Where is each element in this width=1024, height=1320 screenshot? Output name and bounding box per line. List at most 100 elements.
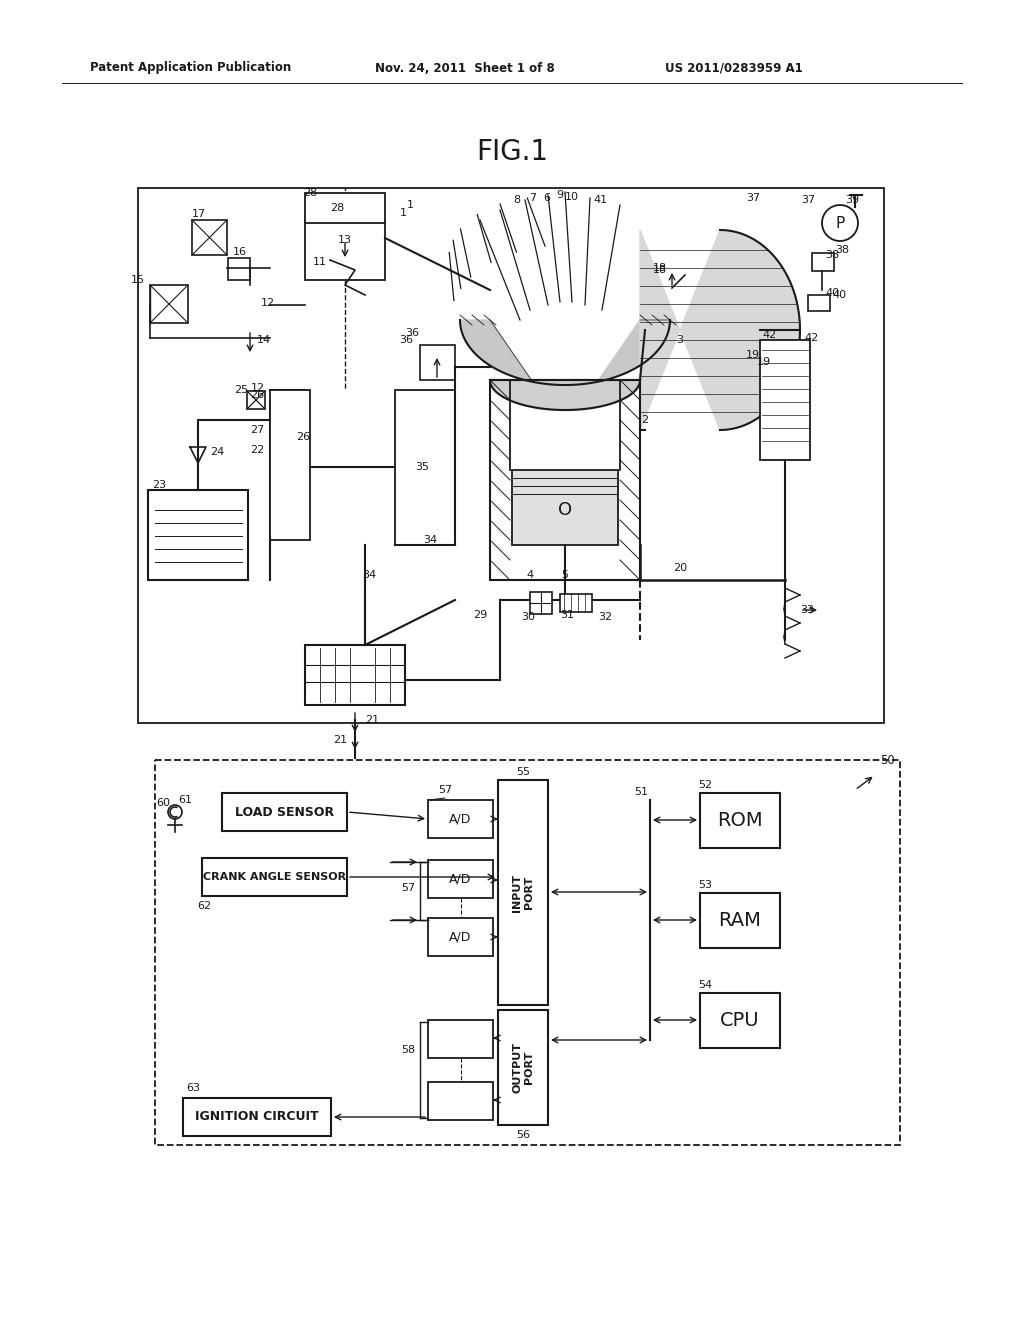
Text: 2: 2 — [641, 414, 648, 425]
Bar — [428, 1020, 493, 1059]
Text: 31: 31 — [560, 610, 574, 620]
Text: 53: 53 — [698, 880, 712, 890]
Bar — [305, 193, 385, 223]
Bar — [510, 380, 620, 579]
Text: 37: 37 — [801, 195, 815, 205]
Bar — [148, 490, 248, 579]
Text: 13: 13 — [338, 235, 352, 246]
Text: O: O — [558, 502, 572, 519]
Text: 40: 40 — [826, 288, 840, 298]
Text: 8: 8 — [513, 195, 520, 205]
Bar — [305, 645, 406, 705]
Polygon shape — [597, 319, 670, 381]
Text: 21: 21 — [365, 715, 379, 725]
Text: 40: 40 — [831, 290, 846, 300]
Text: 6: 6 — [544, 193, 551, 203]
Text: 12: 12 — [251, 383, 265, 393]
Text: 38: 38 — [825, 249, 839, 260]
Bar — [202, 858, 347, 896]
Bar — [428, 1082, 493, 1119]
Bar — [270, 389, 310, 540]
Text: 38: 38 — [835, 246, 849, 255]
Text: 1: 1 — [407, 201, 414, 210]
Bar — [247, 391, 265, 409]
Text: 39: 39 — [845, 195, 859, 205]
Bar — [560, 594, 592, 612]
Text: 3: 3 — [677, 335, 683, 345]
Text: 57: 57 — [438, 785, 452, 795]
Text: 34: 34 — [423, 535, 437, 545]
Text: 51: 51 — [634, 787, 648, 797]
Bar — [700, 993, 780, 1048]
Text: 28: 28 — [330, 203, 344, 213]
Circle shape — [822, 205, 858, 242]
Text: 1: 1 — [399, 209, 407, 218]
Bar — [183, 1098, 331, 1137]
Text: US 2011/0283959 A1: US 2011/0283959 A1 — [665, 62, 803, 74]
Text: 19: 19 — [745, 350, 760, 360]
Text: 62: 62 — [197, 902, 211, 911]
Text: 30: 30 — [521, 612, 535, 622]
Bar — [228, 257, 250, 280]
Text: 34: 34 — [361, 570, 376, 579]
Bar — [498, 1010, 548, 1125]
Text: 35: 35 — [415, 462, 429, 473]
Text: 18: 18 — [653, 263, 667, 273]
Text: Patent Application Publication: Patent Application Publication — [90, 62, 291, 74]
Bar — [420, 345, 455, 380]
Text: INPUT
PORT: INPUT PORT — [512, 874, 534, 912]
Text: 10: 10 — [565, 191, 579, 202]
Text: Nov. 24, 2011  Sheet 1 of 8: Nov. 24, 2011 Sheet 1 of 8 — [375, 62, 555, 74]
Text: 33: 33 — [800, 605, 814, 615]
Text: 7: 7 — [529, 193, 537, 203]
Text: 56: 56 — [516, 1130, 530, 1140]
Text: 61: 61 — [178, 795, 193, 805]
Text: 27: 27 — [250, 425, 264, 436]
Text: RAM: RAM — [719, 911, 762, 931]
Text: 18: 18 — [653, 265, 667, 275]
Text: 24: 24 — [210, 447, 224, 457]
Text: 37: 37 — [745, 193, 760, 203]
Text: 57: 57 — [400, 883, 415, 894]
Bar — [490, 380, 640, 579]
Text: 58: 58 — [400, 1045, 415, 1055]
Text: 63: 63 — [186, 1082, 200, 1093]
Text: 22: 22 — [250, 445, 264, 455]
Bar — [498, 780, 548, 1005]
Text: 21: 21 — [333, 735, 347, 744]
Text: LOAD SENSOR: LOAD SENSOR — [234, 805, 334, 818]
Text: CRANK ANGLE SENSOR: CRANK ANGLE SENSOR — [203, 873, 346, 882]
Bar — [155, 760, 900, 1144]
Bar — [760, 341, 810, 459]
Text: A/D: A/D — [449, 931, 471, 944]
Text: 16: 16 — [233, 247, 247, 257]
Text: OUTPUT
PORT: OUTPUT PORT — [512, 1041, 534, 1093]
Bar — [138, 187, 884, 723]
Polygon shape — [640, 230, 800, 430]
Bar — [530, 591, 552, 614]
Text: 26: 26 — [296, 432, 310, 442]
Text: 29: 29 — [473, 610, 487, 620]
Bar — [395, 389, 455, 545]
Text: 32: 32 — [598, 612, 612, 622]
Text: 14: 14 — [257, 335, 271, 345]
Bar — [512, 470, 618, 545]
Text: 55: 55 — [516, 767, 530, 777]
Text: 52: 52 — [698, 780, 712, 789]
Text: 41: 41 — [593, 195, 607, 205]
Text: 50: 50 — [880, 754, 895, 767]
Text: 20: 20 — [673, 564, 687, 573]
Text: 11: 11 — [313, 257, 327, 267]
Text: 60: 60 — [156, 799, 170, 808]
Text: P: P — [836, 215, 845, 231]
Text: ROM: ROM — [717, 810, 763, 830]
Text: 26: 26 — [250, 389, 264, 400]
Text: 42: 42 — [762, 330, 776, 341]
Text: 28: 28 — [303, 187, 317, 198]
Text: A/D: A/D — [449, 813, 471, 825]
Bar — [222, 793, 347, 832]
Text: 4: 4 — [526, 570, 534, 579]
Bar — [700, 793, 780, 847]
Text: 15: 15 — [131, 275, 145, 285]
Bar — [428, 917, 493, 956]
